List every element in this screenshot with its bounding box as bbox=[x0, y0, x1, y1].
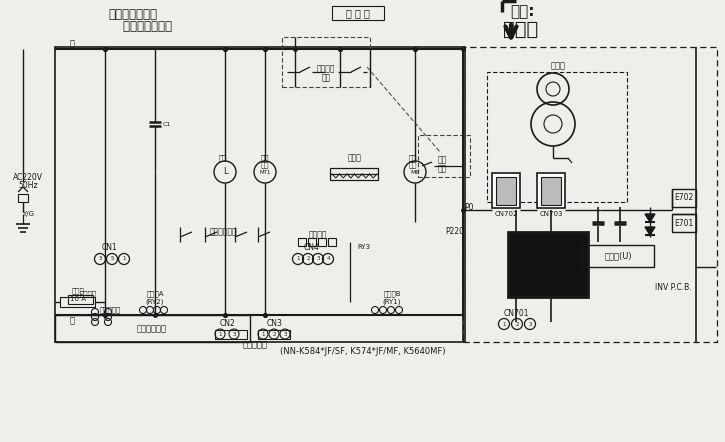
Text: 蒸汽感应器: 蒸汽感应器 bbox=[242, 340, 268, 350]
Text: 风扇: 风扇 bbox=[409, 155, 418, 161]
Text: 注意:: 注意: bbox=[510, 4, 534, 19]
Bar bbox=[55, 315, 250, 342]
Text: 3: 3 bbox=[283, 332, 287, 336]
Polygon shape bbox=[645, 227, 655, 235]
Text: 变频器(U): 变频器(U) bbox=[604, 251, 631, 260]
Text: 加热器: 加热器 bbox=[348, 153, 362, 163]
Bar bbox=[463, 47, 717, 342]
Text: 初级碰锁: 初级碰锁 bbox=[317, 65, 335, 73]
Text: Y/G: Y/G bbox=[22, 211, 34, 217]
Bar bbox=[672, 189, 696, 207]
Text: 2: 2 bbox=[306, 256, 310, 262]
Text: 高压区: 高压区 bbox=[503, 19, 538, 38]
Bar bbox=[215, 330, 247, 339]
Bar bbox=[418, 135, 470, 177]
Text: CN703: CN703 bbox=[539, 211, 563, 217]
Text: 电机: 电机 bbox=[409, 162, 418, 168]
Text: L: L bbox=[223, 168, 228, 176]
Text: 微波炉不工作。: 微波炉不工作。 bbox=[108, 19, 172, 33]
Text: 3: 3 bbox=[99, 256, 102, 262]
Text: 2: 2 bbox=[515, 321, 519, 327]
Text: CN2: CN2 bbox=[220, 320, 236, 328]
Bar bbox=[328, 238, 336, 246]
Text: C1: C1 bbox=[163, 122, 171, 126]
Text: 4: 4 bbox=[326, 256, 330, 262]
Text: 50Hz: 50Hz bbox=[18, 180, 38, 190]
Text: CN3: CN3 bbox=[267, 320, 283, 328]
Bar bbox=[318, 238, 326, 246]
Text: 1: 1 bbox=[502, 321, 506, 327]
Text: 电机: 电机 bbox=[261, 162, 269, 168]
Text: 3: 3 bbox=[316, 256, 320, 262]
Text: 蓝: 蓝 bbox=[70, 39, 75, 49]
Text: 压敏电阻: 压敏电阻 bbox=[80, 291, 96, 297]
Text: M6: M6 bbox=[410, 169, 420, 175]
Text: CN4: CN4 bbox=[304, 243, 320, 251]
Text: 1: 1 bbox=[261, 332, 265, 336]
Text: (RY2): (RY2) bbox=[146, 299, 164, 305]
Text: 开关: 开关 bbox=[321, 73, 331, 83]
Text: 继电器B: 继电器B bbox=[384, 291, 401, 297]
Text: 棕: 棕 bbox=[70, 316, 75, 325]
Text: 保险丝: 保险丝 bbox=[72, 288, 84, 294]
Bar bbox=[258, 330, 290, 339]
Text: 3: 3 bbox=[529, 321, 531, 327]
Text: 1: 1 bbox=[218, 332, 222, 336]
Bar bbox=[496, 177, 516, 205]
Bar bbox=[492, 173, 520, 208]
Text: 新 高 压: 新 高 压 bbox=[346, 8, 370, 18]
Bar bbox=[487, 72, 627, 202]
Text: 数据程序电路: 数据程序电路 bbox=[137, 324, 167, 334]
Text: AC220V: AC220V bbox=[13, 172, 43, 182]
Text: 注：炉门关闭。: 注：炉门关闭。 bbox=[108, 8, 157, 22]
Text: 继电器A: 继电器A bbox=[146, 291, 164, 297]
Text: P220: P220 bbox=[445, 228, 465, 236]
Text: INV P.C.B.: INV P.C.B. bbox=[655, 282, 692, 292]
Bar bbox=[582, 245, 654, 267]
Bar bbox=[332, 6, 384, 20]
Text: MT1: MT1 bbox=[260, 169, 270, 175]
Text: CN702: CN702 bbox=[494, 211, 518, 217]
Text: 3: 3 bbox=[232, 332, 236, 336]
Text: 磁控管: 磁控管 bbox=[550, 61, 566, 71]
Bar bbox=[308, 238, 316, 246]
Text: 热敏电阻: 热敏电阻 bbox=[309, 230, 327, 240]
Text: (NN-K584*JF/SF, K574*JF/MF, K5640MF): (NN-K584*JF/SF, K574*JF/MF, K5640MF) bbox=[281, 347, 446, 357]
Text: 开关: 开关 bbox=[437, 164, 447, 174]
Bar bbox=[60, 297, 95, 307]
Text: E701: E701 bbox=[674, 218, 694, 228]
Bar bbox=[537, 173, 565, 208]
Text: CN1: CN1 bbox=[102, 243, 118, 251]
Bar bbox=[330, 168, 378, 180]
Text: 炉灯: 炉灯 bbox=[219, 155, 227, 161]
Bar bbox=[541, 177, 561, 205]
Text: 5: 5 bbox=[110, 256, 114, 262]
Bar bbox=[672, 214, 696, 232]
Bar bbox=[508, 232, 588, 297]
Text: 1: 1 bbox=[123, 256, 125, 262]
Text: RY3: RY3 bbox=[357, 244, 370, 250]
Text: 2: 2 bbox=[273, 332, 276, 336]
Bar bbox=[298, 238, 306, 246]
Text: P0: P0 bbox=[464, 202, 473, 212]
Text: CN701: CN701 bbox=[503, 309, 529, 319]
Bar bbox=[18, 194, 28, 202]
Text: 10 A: 10 A bbox=[70, 296, 86, 302]
Text: 转盘: 转盘 bbox=[261, 155, 269, 161]
Polygon shape bbox=[645, 214, 655, 222]
Text: (RY1): (RY1) bbox=[383, 299, 401, 305]
Text: 低压变压器: 低压变压器 bbox=[99, 307, 120, 313]
Text: 短路: 短路 bbox=[437, 156, 447, 164]
Bar bbox=[68, 295, 93, 304]
Text: E702: E702 bbox=[674, 194, 694, 202]
Bar bbox=[282, 37, 370, 87]
Text: 1: 1 bbox=[297, 256, 299, 262]
Bar bbox=[55, 47, 465, 342]
Text: 次级碰锁开关: 次级碰锁开关 bbox=[210, 228, 238, 236]
